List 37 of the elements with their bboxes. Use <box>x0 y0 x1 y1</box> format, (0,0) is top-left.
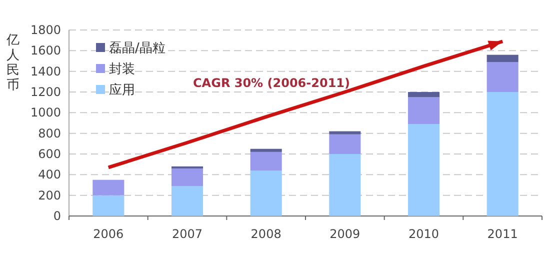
legend-label: 封装 <box>109 62 135 77</box>
bar <box>250 148 282 152</box>
y-tick-label: 1600 <box>30 44 61 58</box>
x-tick-label: 2009 <box>330 227 360 241</box>
y-tick-label: 600 <box>38 147 61 161</box>
x-tick-label: 2010 <box>408 227 440 241</box>
bar <box>408 92 440 98</box>
bar <box>329 134 361 154</box>
y-tick-label: 1400 <box>30 64 61 78</box>
x-tick-label: 2007 <box>172 227 203 241</box>
annotation: CAGR 30% (2006-2011) <box>193 76 350 90</box>
y-tick-label: 400 <box>38 168 61 182</box>
bar <box>171 168 204 186</box>
y-tick-label: 1800 <box>30 23 61 37</box>
y-axis-title: 亿人民币 <box>6 33 20 93</box>
bar <box>92 195 124 216</box>
bar <box>408 124 440 216</box>
y-tick-label: 1200 <box>30 85 61 99</box>
bar <box>486 54 518 62</box>
bar <box>250 170 282 216</box>
legend-label: 磊晶/晶粒 <box>109 41 166 56</box>
x-tick-label: 2008 <box>250 227 282 241</box>
legend-label: 应用 <box>109 82 135 98</box>
bar <box>329 131 361 134</box>
bar <box>329 154 361 216</box>
bar <box>486 92 518 216</box>
x-tick-label: 2011 <box>487 227 518 241</box>
bar <box>250 152 282 171</box>
y-tick-label: 800 <box>38 126 61 140</box>
y-tick-label: 0 <box>53 209 61 223</box>
y-tick-label: 1000 <box>30 106 61 120</box>
bar <box>408 97 440 124</box>
y-tick-label: 200 <box>38 188 61 202</box>
bar <box>92 180 124 196</box>
bar <box>171 186 204 216</box>
x-tick-label: 2006 <box>93 227 124 241</box>
bar <box>486 62 518 92</box>
